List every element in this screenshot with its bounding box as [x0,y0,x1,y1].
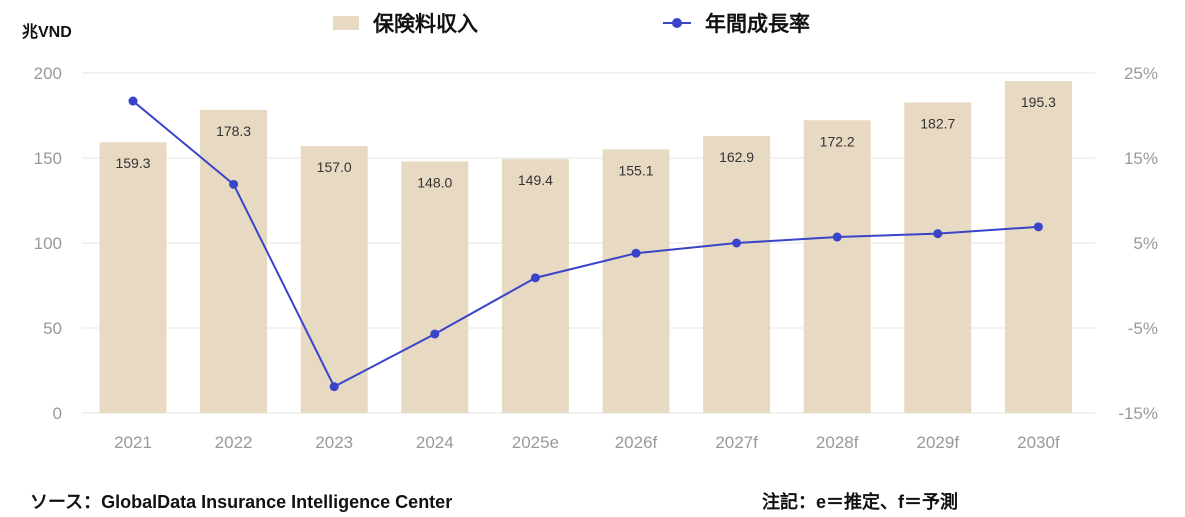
growth-point [329,382,339,392]
bar-value-label: 157.0 [317,159,352,175]
x-tick-label: 2022 [215,433,253,452]
bar-value-label: 195.3 [1021,94,1056,110]
estimate-note: 注記：e＝推定、f＝予測 [762,492,959,512]
bar [803,120,871,413]
legend-line-swatch [663,17,691,29]
bar [1004,80,1072,414]
left-tick-label: 100 [34,234,62,253]
legend-item-premium: 保険料収入 [333,8,478,38]
source-note: ソース：GlobalData Insurance Intelligence Ce… [30,492,453,512]
left-tick-label: 0 [53,404,62,423]
growth-line [132,100,1039,389]
bar-value-label: 149.4 [518,172,553,188]
bar [904,102,972,413]
right-tick-label: -15% [1118,404,1158,423]
growth-point [631,248,641,258]
x-tick-label: 2024 [416,433,454,452]
x-tick-label: 2028f [816,433,859,452]
legend-item-growth: 年間成長率 [663,8,810,38]
bar-value-label: 172.2 [820,133,855,149]
growth-point [732,238,742,248]
right-tick-label: 5% [1133,234,1158,253]
growth-point [229,179,239,189]
legend-label-growth: 年間成長率 [705,13,810,36]
right-tick-label: 15% [1124,149,1158,168]
growth-point [430,329,440,339]
bar-value-label: 182.7 [920,115,955,131]
left-tick-label: 200 [34,64,62,83]
x-tick-label: 2027f [715,433,758,452]
legend-bar-swatch [333,16,359,30]
legend-label-premium: 保険料収入 [373,13,478,36]
bar-value-label: 178.3 [216,123,251,139]
growth-point [1033,222,1043,232]
bar [703,136,771,413]
bar [602,149,670,413]
bar-value-label: 155.1 [618,162,653,178]
x-tick-label: 2030f [1017,433,1060,452]
x-tick-label: 2026f [615,433,658,452]
bar-value-label: 148.0 [417,174,452,190]
bar-value-label: 159.3 [115,155,150,171]
right-tick-label: 25% [1124,64,1158,83]
bar [501,159,569,413]
left-tick-label: 50 [43,319,62,338]
growth-point [128,96,138,106]
growth-point [832,232,842,242]
growth-point [530,273,540,283]
left-axis-unit: 兆VND [22,24,72,41]
x-tick-label: 2021 [114,433,152,452]
bar-value-label: 162.9 [719,149,754,165]
bar [300,146,368,413]
left-tick-label: 150 [34,149,62,168]
right-tick-label: -5% [1128,319,1158,338]
x-tick-label: 2023 [315,433,353,452]
bar [401,161,469,413]
growth-point [933,229,943,239]
bar [99,142,167,413]
x-tick-label: 2029f [917,433,960,452]
bar [200,109,268,413]
x-tick-label: 2025e [512,433,559,452]
